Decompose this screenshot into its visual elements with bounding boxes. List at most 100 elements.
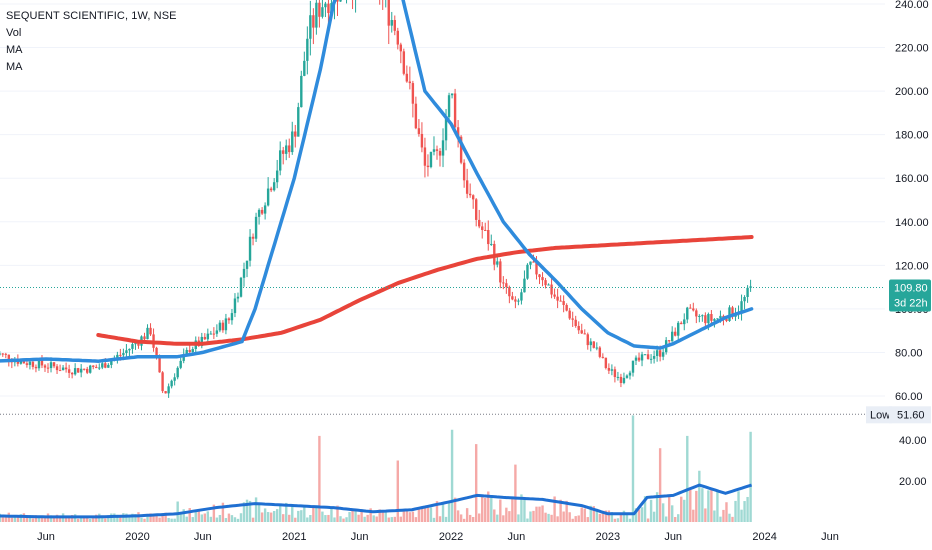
volume-bar (426, 506, 430, 522)
volume-bar (402, 511, 406, 522)
symbol-title[interactable]: SEQUENT SCIENTIFIC, 1W, NSE (6, 10, 177, 22)
candle-body (695, 310, 698, 317)
volume-bar (640, 507, 644, 522)
candle-body (236, 296, 240, 299)
candle-body (285, 145, 288, 154)
candle-body (514, 299, 517, 302)
volume-bar (535, 506, 538, 522)
time-tick: 2023 (596, 531, 620, 543)
volume-bar (16, 517, 20, 522)
price-tick: 220.00 (895, 43, 929, 55)
volume-bar (634, 508, 638, 522)
volume-bar (704, 508, 707, 522)
candle-body (610, 369, 614, 371)
volume-bar (683, 499, 686, 522)
candle-body (119, 354, 122, 356)
volume-bar (411, 511, 415, 522)
candle-body (580, 330, 583, 334)
candle-body (637, 357, 641, 361)
candle-body (502, 282, 505, 284)
candle-body (318, 2, 321, 17)
candle-body (411, 83, 415, 104)
volume-bar (185, 516, 188, 522)
volume-bar (0, 513, 1, 522)
candle-body (707, 314, 710, 324)
candle-body (52, 362, 56, 367)
volume-bar (179, 512, 182, 522)
volume-bar (595, 508, 599, 522)
candle-body (655, 350, 659, 357)
volume-bar (76, 518, 80, 522)
volume-bar (453, 497, 457, 522)
price-axis-background[interactable] (885, 0, 932, 550)
candle-body (339, 0, 342, 2)
volume-bar (288, 514, 291, 522)
volume-bar (655, 492, 659, 522)
candle-body (110, 360, 113, 365)
candle-body (556, 296, 559, 301)
volume-bar (161, 514, 164, 522)
candle-body (206, 333, 210, 340)
volume-bar (43, 518, 47, 522)
time-tick: Jun (664, 531, 682, 543)
volume-bar (661, 503, 665, 522)
candle-body (230, 313, 234, 321)
volume-bar (481, 496, 484, 522)
volume-bar (646, 518, 650, 522)
candle-body (125, 350, 128, 354)
candle-body (67, 369, 71, 373)
candle-body (203, 336, 207, 340)
volume-bar (586, 517, 589, 522)
volume-bar (435, 501, 439, 522)
candle-body (179, 360, 182, 368)
candle-body (399, 44, 403, 52)
volume-bar (417, 506, 421, 522)
volume-bar (432, 517, 436, 522)
candle-body (583, 333, 586, 335)
volume-bar (79, 518, 83, 522)
volume-bar (297, 510, 300, 522)
low-label: Low 51.60 (866, 406, 931, 424)
legend-vol[interactable]: Vol (6, 27, 22, 39)
volume-bar (300, 510, 303, 522)
candle-body (496, 261, 499, 265)
candle-body (4, 353, 7, 355)
legend-ma-1[interactable]: MA (6, 44, 23, 56)
volume-bar (746, 496, 749, 522)
volume-bar (101, 516, 104, 522)
volume-bar (580, 507, 583, 522)
candle-body (426, 165, 430, 168)
volume-bar (176, 501, 179, 522)
volume-bar (384, 511, 387, 522)
candle-body (324, 3, 327, 8)
candle-body (420, 133, 424, 148)
legend-ma-2[interactable]: MA (6, 61, 23, 73)
volume-bar (89, 518, 92, 522)
volume-bar (520, 494, 523, 522)
time-tick: Jun (508, 531, 526, 543)
candle-body (517, 300, 520, 302)
time-tick: 2021 (282, 531, 306, 543)
volume-bar (484, 497, 487, 522)
candle-body (725, 318, 728, 322)
candle-body (447, 95, 451, 117)
volume-bar (649, 499, 653, 522)
candle-body (272, 182, 276, 191)
volume-bar (215, 517, 219, 522)
volume-bar (269, 512, 273, 522)
ma-slow-line (96, 235, 754, 346)
volume-bar (339, 516, 342, 522)
volume-bar (499, 499, 502, 522)
volume-bar (664, 516, 668, 522)
volume-bar (333, 517, 336, 522)
volume-bar (622, 510, 626, 522)
candle-body (167, 386, 170, 394)
candle-body (61, 367, 65, 371)
candle-body (89, 365, 92, 373)
candle-body (414, 103, 418, 129)
volume-bar (493, 509, 496, 522)
candle-body (731, 307, 734, 317)
candle-body (710, 314, 713, 321)
candle-body (16, 360, 20, 364)
